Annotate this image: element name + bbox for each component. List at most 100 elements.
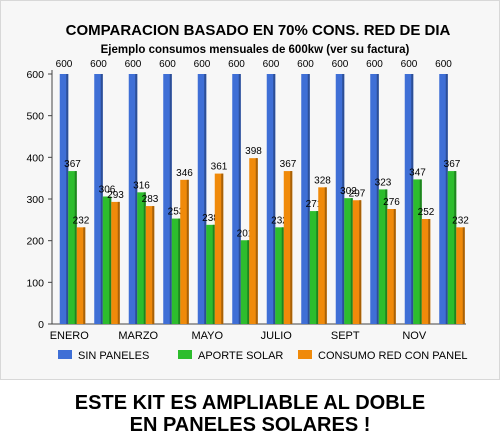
bar-sin-paneles-edge: [342, 74, 345, 324]
bar-consumo-red-edge: [186, 179, 189, 324]
x-tick-label: JULIO: [261, 330, 293, 342]
label-aporte-solar: 232: [271, 215, 288, 226]
y-tick-label: 200: [26, 236, 44, 248]
label-consumo-red: 283: [142, 194, 159, 205]
label-consumo-red: 293: [107, 190, 124, 201]
label-sin-paneles: 600: [90, 59, 107, 70]
bar-consumo-red-edge: [83, 227, 86, 324]
label-consumo-red: 346: [176, 168, 193, 179]
bar-consumo-red: [387, 209, 396, 324]
chart-title: COMPARACION BASADO EN 70% CONS. RED DE D…: [66, 22, 451, 39]
label-aporte-solar: 367: [64, 159, 81, 170]
bar-consumo-red-edge: [428, 219, 431, 324]
bar-consumo-red: [180, 179, 189, 324]
bar-chart: COMPARACION BASADO EN 70% CONS. RED DE D…: [0, 0, 500, 380]
bar-sin-paneles: [59, 74, 69, 324]
label-aporte-solar: 238: [202, 213, 219, 224]
label-sin-paneles: 600: [401, 59, 418, 70]
x-tick-label: NOV: [402, 330, 427, 342]
label-aporte-solar: 306: [99, 185, 116, 196]
label-sin-paneles: 600: [56, 59, 73, 70]
chart-panel: COMPARACION BASADO EN 70% CONS. RED DE D…: [0, 0, 500, 380]
label-consumo-red: 297: [349, 188, 366, 199]
label-consumo-red: 232: [452, 215, 469, 226]
bar-aporte-solar-edge: [350, 198, 353, 324]
bar-consumo-red: [421, 219, 431, 324]
label-consumo-red: 276: [383, 197, 400, 208]
y-tick-label: 0: [38, 319, 44, 331]
bar-consumo-red: [145, 206, 155, 324]
label-aporte-solar: 201: [237, 228, 254, 239]
bar-aporte-solar: [413, 179, 422, 324]
bar-sin-paneles: [335, 74, 345, 324]
bar-aporte-solar-edge: [109, 196, 112, 324]
bar-aporte-solar-edge: [247, 240, 250, 324]
bar-consumo-red-edge: [152, 206, 155, 324]
label-sin-paneles: 600: [194, 59, 211, 70]
bar-consumo-red-edge: [462, 227, 465, 324]
bar-consumo-red-edge: [221, 173, 224, 324]
bar-sin-paneles: [266, 74, 276, 324]
label-aporte-solar: 323: [375, 177, 392, 188]
bar-sin-paneles: [404, 74, 414, 324]
bar-aporte-solar: [137, 192, 146, 324]
label-aporte-solar: 253: [168, 207, 185, 218]
bar-aporte-solar: [102, 196, 112, 324]
bar-consumo-red: [76, 227, 86, 324]
bar-sin-paneles: [439, 74, 448, 324]
label-sin-paneles: 600: [263, 59, 280, 70]
legend-sin-paneles-swatch: [58, 350, 72, 359]
label-sin-paneles: 600: [297, 59, 314, 70]
bar-sin-paneles: [128, 74, 138, 324]
bar-sin-paneles: [163, 74, 172, 324]
x-tick-label: SEPT: [331, 330, 360, 342]
legend-aporte-solar-swatch: [178, 350, 192, 359]
bar-aporte-solar-edge: [281, 227, 284, 324]
bar-sin-paneles-edge: [307, 74, 310, 324]
label-aporte-solar: 367: [444, 159, 461, 170]
bar-consumo-red-edge: [255, 158, 258, 324]
bar-consumo-red: [283, 171, 293, 324]
bar-sin-paneles-edge: [445, 74, 448, 324]
label-sin-paneles: 600: [125, 59, 142, 70]
label-consumo-red: 232: [73, 215, 90, 226]
bar-aporte-solar-edge: [178, 218, 181, 324]
bar-sin-paneles-edge: [376, 74, 379, 324]
bar-aporte-solar: [344, 198, 353, 324]
bar-aporte-solar: [447, 171, 457, 324]
bar-aporte-solar-edge: [143, 192, 146, 324]
bar-aporte-solar-edge: [316, 211, 319, 324]
legend-aporte-solar-label: APORTE SOLAR: [198, 350, 283, 362]
bar-consumo-red-edge: [359, 200, 362, 324]
label-consumo-red: 361: [211, 162, 228, 173]
label-sin-paneles: 600: [366, 59, 383, 70]
bar-aporte-solar-edge: [419, 179, 422, 324]
label-sin-paneles: 600: [332, 59, 349, 70]
bar-sin-paneles-edge: [100, 74, 103, 324]
bar-consumo-red: [456, 227, 465, 324]
bar-aporte-solar: [309, 211, 319, 324]
footer-line-2: EN PANELES SOLARES !: [129, 414, 371, 436]
label-consumo-red: 398: [245, 146, 262, 157]
bar-aporte-solar: [171, 218, 181, 324]
bar-sin-paneles: [94, 74, 103, 324]
label-aporte-solar: 316: [133, 180, 150, 191]
label-sin-paneles: 600: [228, 59, 245, 70]
y-tick-label: 500: [26, 111, 44, 123]
bar-consumo-red-edge: [290, 171, 293, 324]
bar-consumo-red-edge: [393, 209, 396, 324]
bar-sin-paneles-edge: [411, 74, 414, 324]
bar-sin-paneles: [232, 74, 241, 324]
label-aporte-solar: 302: [340, 186, 357, 197]
bar-sin-paneles: [370, 74, 379, 324]
y-tick-label: 600: [26, 69, 44, 81]
bar-sin-paneles-edge: [66, 74, 69, 324]
chart-subtitle: Ejemplo consumos mensuales de 600kw (ver…: [101, 44, 410, 56]
bar-sin-paneles-edge: [135, 74, 138, 324]
legend-sin-paneles-label: SIN PANELES: [78, 350, 149, 362]
bar-sin-paneles-edge: [238, 74, 241, 324]
label-aporte-solar: 271: [306, 199, 323, 210]
bar-aporte-solar-edge: [385, 189, 388, 324]
bar-aporte-solar-edge: [454, 171, 457, 324]
x-tick-label: MAYO: [191, 330, 223, 342]
